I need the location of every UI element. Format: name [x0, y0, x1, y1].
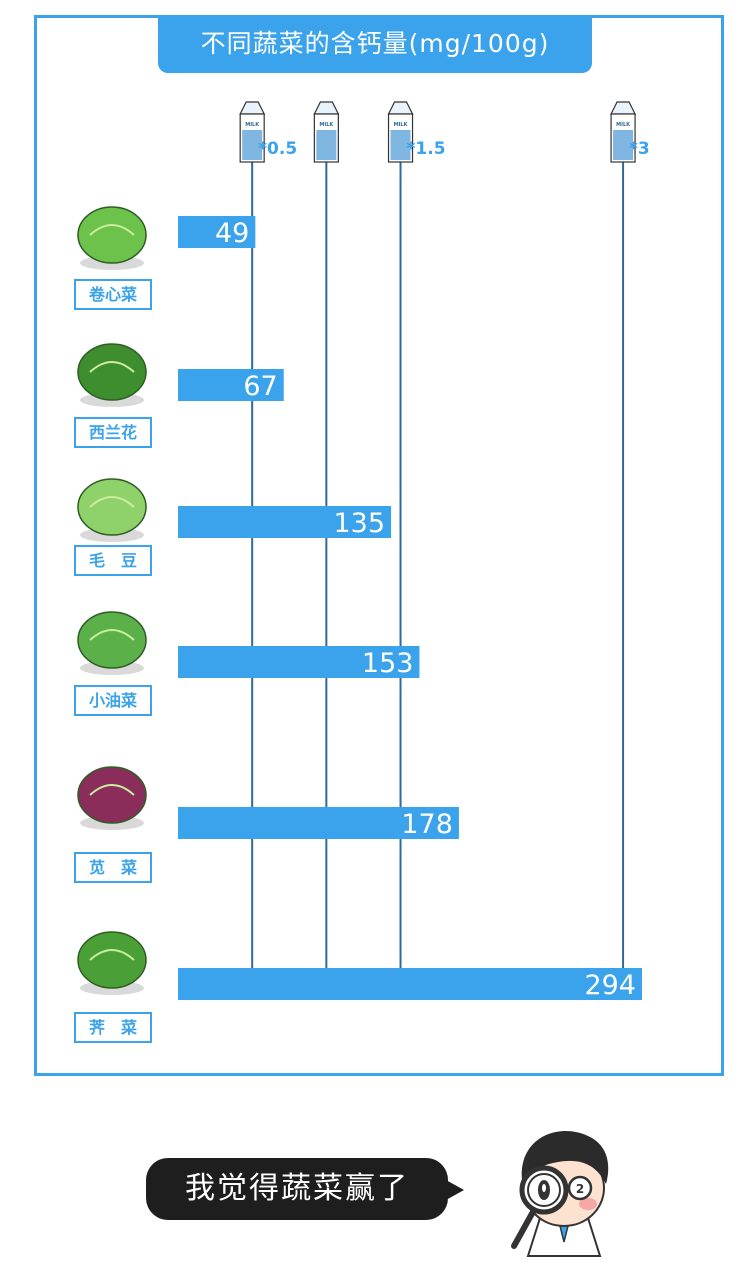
bar	[178, 369, 284, 401]
milk-carton-icon: MILK	[239, 101, 266, 163]
category-label: 苋 菜	[74, 852, 152, 883]
bar-value-label: 153	[362, 648, 414, 679]
broccoli-icon	[77, 343, 147, 407]
category-label: 小油菜	[74, 685, 152, 716]
chart-title: 不同蔬菜的含钙量(mg/100g)	[158, 15, 592, 73]
bar-value-label: 135	[334, 508, 386, 539]
speech-bubble: 我觉得蔬菜赢了	[146, 1158, 448, 1220]
bar-value-label: 67	[243, 371, 277, 402]
bar-chart: MILK *0.5 MILK MILK *1.5 MILK *3 49 67 135 153 178 2…	[77, 101, 650, 1001]
category-label: 西兰花	[74, 417, 152, 448]
category-label: 荠 菜	[74, 1012, 152, 1043]
cabbage-icon	[77, 206, 147, 270]
category-label: 卷心菜	[74, 279, 152, 310]
shepherds-purse-icon	[77, 931, 147, 995]
bar-value-label: 178	[401, 809, 453, 840]
speech-bubble-tail	[446, 1180, 464, 1200]
bar-value-label: 294	[584, 970, 636, 1001]
svg-text:2: 2	[576, 1182, 584, 1196]
edamame-icon	[77, 478, 147, 542]
amaranth-icon	[77, 766, 147, 830]
svg-text:MILK: MILK	[616, 122, 631, 128]
bar	[178, 646, 420, 678]
category-label: 毛 豆	[74, 545, 152, 576]
bok-choy-icon	[77, 611, 147, 675]
milk-multiplier-label: *0.5	[258, 139, 297, 159]
milk-multiplier-label: *1.5	[407, 139, 446, 159]
svg-text:MILK: MILK	[394, 122, 409, 128]
bar	[178, 506, 392, 538]
milk-multiplier-label: *3	[629, 139, 650, 159]
milk-carton-icon: MILK	[387, 101, 414, 163]
bar-value-label: 49	[215, 218, 249, 249]
svg-text:MILK: MILK	[245, 122, 260, 128]
svg-text:MILK: MILK	[319, 122, 334, 128]
milk-carton-icon: MILK	[610, 101, 637, 163]
bar	[178, 216, 256, 248]
doctor-avatar: 2	[511, 1131, 609, 1257]
bar	[178, 968, 642, 1000]
milk-carton-icon: MILK	[313, 101, 340, 163]
bar	[178, 807, 459, 839]
